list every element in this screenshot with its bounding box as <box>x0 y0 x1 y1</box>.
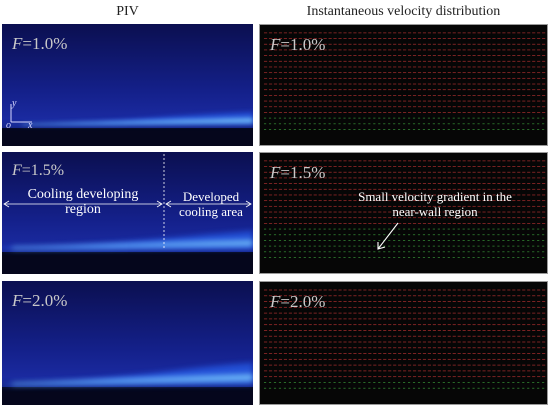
velocity-vector-field-row2 <box>263 160 546 258</box>
piv-panel-row2: F=1.5% Cooling developing region Develop… <box>2 152 253 274</box>
f-label-row3: F=2.0% <box>12 291 68 310</box>
piv-film-glow-row1 <box>2 112 253 146</box>
gradient-arrow-icon <box>377 222 399 250</box>
velocity-gradient-label: Small velocity gradient in the near-wall… <box>358 189 512 219</box>
f-label-velocity-row3: F=2.0% <box>270 292 326 311</box>
piv-panel-row3: F=2.0% <box>2 281 253 405</box>
velocity-panel-row3: F=2.0% <box>259 281 548 405</box>
f-label-velocity-row1: F=1.0% <box>270 35 326 54</box>
velocity-column-title: Instantaneous velocity distribution <box>306 4 501 19</box>
velocity-panel-row1: F=1.0% <box>259 24 548 146</box>
velocity-vector-field-row3 <box>263 289 546 389</box>
f-label-row2: F=1.5% <box>12 162 65 179</box>
piv-film-glow-row3 <box>2 363 253 405</box>
piv-panel-row1: F=1.0% y o x <box>2 24 253 146</box>
f-label-velocity-row2: F=1.5% <box>270 163 326 182</box>
piv-film-glow-row2 <box>2 154 253 274</box>
y-axis-label: y <box>12 98 17 109</box>
f-label-row1: F=1.0% <box>12 34 68 53</box>
developed-cooling-label: Developed cooling area <box>179 189 243 219</box>
piv-column-title: PIV <box>116 4 139 19</box>
origin-label: o <box>6 120 11 131</box>
axis-arrows-icon <box>10 104 32 123</box>
x-axis-label: x <box>28 120 33 131</box>
velocity-vector-field-row1 <box>263 32 546 130</box>
velocity-panel-row2: F=1.5% Small velocity gradient in the ne… <box>259 152 548 274</box>
cooling-developing-label: Cooling developing region <box>27 187 139 217</box>
